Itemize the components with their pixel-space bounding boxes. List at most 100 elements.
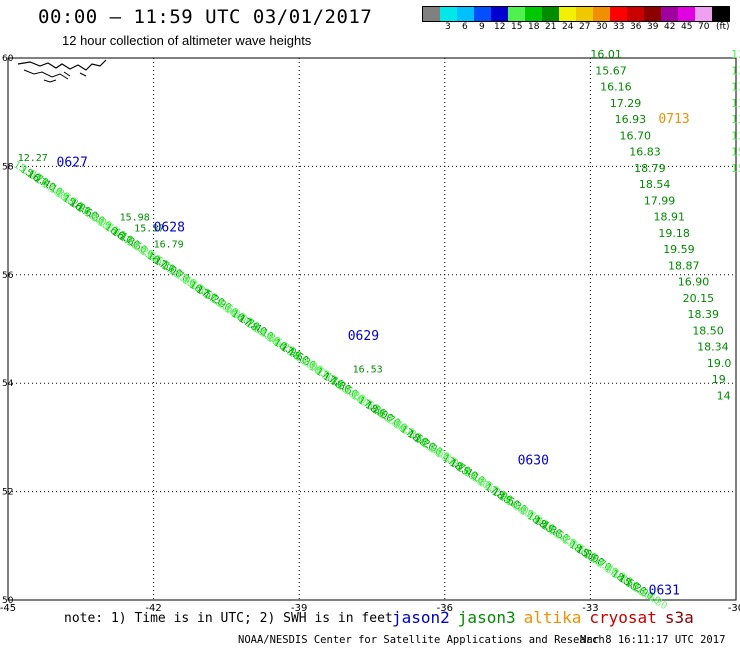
axis-ticks: -45 -42 -39 -36 -33 -30 60 58 56 54 52 50 xyxy=(0,54,740,614)
swh-value: 16.79 xyxy=(154,240,184,251)
lon-tick-label: -33 xyxy=(582,603,598,614)
legend-label: 3 xyxy=(445,22,451,32)
credit-line: NOAA/NESDIS Center for Satellite Applica… xyxy=(238,634,605,646)
time-label: 0713 xyxy=(658,112,689,127)
map-frame xyxy=(7,57,737,601)
swh-value: 13 xyxy=(731,113,740,126)
lat-tick-label: 50 xyxy=(2,596,14,606)
swh-value: 20.15 xyxy=(683,292,715,305)
footer-note: note: 1) Time is in UTC; 2) SWH is in fe… xyxy=(64,611,393,626)
swh-value: 18.87 xyxy=(668,259,700,272)
legend-unit: (ft) xyxy=(716,22,730,32)
swh-value: 18.54 xyxy=(639,178,671,191)
legend-label: 21 xyxy=(545,22,557,32)
map-title: 00:00 – 11:59 UTC 03/01/2017 xyxy=(38,6,373,28)
time-label: 0630 xyxy=(518,454,549,469)
map-subtitle: 12 hour collection of altimeter wave hei… xyxy=(62,33,312,48)
satellite-legend: jason2 jason3 altika cryosat s3a xyxy=(392,608,702,627)
satellite-jason3: jason3 xyxy=(457,608,516,627)
swh-value: 18.91 xyxy=(653,211,685,224)
legend-swatch xyxy=(695,7,712,21)
lon-tick-label: -42 xyxy=(145,603,161,614)
greenland-coast xyxy=(23,69,69,80)
swh-value: 16.53 xyxy=(353,364,383,375)
satellite-cryosat: cryosat xyxy=(589,608,657,627)
swh-value: 13.9 xyxy=(731,48,740,61)
legend-label: 45 xyxy=(681,22,693,32)
legend-swatch xyxy=(542,7,559,21)
legend-label: 36 xyxy=(630,22,642,32)
legend-label: 42 xyxy=(664,22,676,32)
legend-label: 9 xyxy=(479,22,485,32)
swh-value: 16.70 xyxy=(620,129,652,142)
swh-value: 13 xyxy=(731,129,740,142)
satellite-altika: altika xyxy=(523,608,582,627)
swh-value: 18.79 xyxy=(634,162,666,175)
legend-label: 12 xyxy=(494,22,506,32)
swh-value: 15.57 xyxy=(134,223,164,234)
legend-label: 15 xyxy=(511,22,523,32)
swh-value: 12.27 xyxy=(18,153,48,164)
greenland-coast xyxy=(17,59,107,71)
lat-tick-label: 60 xyxy=(2,54,14,64)
swh-value: 13. xyxy=(731,81,740,94)
swh-value: 17.99 xyxy=(644,194,676,207)
legend-swatch xyxy=(491,7,508,21)
swh-value: 18.34 xyxy=(697,341,729,354)
swh-value: 18.39 xyxy=(687,308,719,321)
legend-swatch xyxy=(423,7,440,21)
swh-value: 16.16 xyxy=(600,81,632,94)
graticule xyxy=(7,57,737,601)
time-label: 0627 xyxy=(57,155,88,170)
swh-value: 17.29 xyxy=(610,97,642,110)
color-legend xyxy=(422,6,730,22)
legend-label: 24 xyxy=(562,22,574,32)
legend-label: 27 xyxy=(579,22,591,32)
greenland-coast xyxy=(43,71,87,83)
legend-label: 18 xyxy=(528,22,540,32)
swh-value: 13. xyxy=(731,64,740,77)
swh-value: 14 xyxy=(717,389,731,402)
legend-swatch xyxy=(457,7,474,21)
swh-value: 15.98 xyxy=(120,213,150,224)
legend-swatch xyxy=(661,7,678,21)
swh-value: 16.83 xyxy=(629,146,661,159)
legend-swatch xyxy=(593,7,610,21)
legend-label: 39 xyxy=(647,22,659,32)
legend-swatch xyxy=(474,7,491,21)
swh-value: 19.18 xyxy=(658,227,690,240)
legend-swatch xyxy=(559,7,576,21)
legend-swatch xyxy=(712,7,729,21)
time-label: 0629 xyxy=(348,329,379,344)
swh-value: 13. xyxy=(731,97,740,110)
coastline xyxy=(17,59,107,83)
legend-swatch xyxy=(627,7,644,21)
satellite-s3a: s3a xyxy=(664,608,694,627)
lat-tick-label: 58 xyxy=(2,162,14,172)
legend-label: 70 xyxy=(698,22,710,32)
credit-date: Mar 8 16:11:17 UTC 2017 xyxy=(580,634,726,646)
legend-swatch xyxy=(610,7,627,21)
swh-value: 16.90 xyxy=(678,276,710,289)
lat-tick-label: 56 xyxy=(2,271,14,281)
legend-label: 6 xyxy=(462,22,468,32)
lat-tick-label: 54 xyxy=(2,379,14,389)
legend-label: 33 xyxy=(613,22,625,32)
time-labels: 0627 0628 0629 0630 0631 0713 xyxy=(57,112,690,599)
time-label: 0631 xyxy=(649,584,680,599)
satellite-jason2: jason2 xyxy=(392,608,450,627)
color-legend-labels: 3 6 9 12 15 18 21 24 27 30 33 36 39 42 45 70 (ft) xyxy=(422,22,740,34)
swh-value: 16.01 xyxy=(590,48,622,61)
swh-value: 19 xyxy=(712,373,726,386)
lon-tick-label: -30 xyxy=(728,603,740,614)
legend-swatch xyxy=(525,7,542,21)
lon-tick-label: -45 xyxy=(0,603,16,614)
legend-swatch xyxy=(440,7,457,21)
swh-value: 15 xyxy=(731,146,740,159)
swh-value: 16.93 xyxy=(615,113,647,126)
swh-value: 15 xyxy=(731,162,740,175)
lat-tick-label: 52 xyxy=(2,488,13,498)
legend-swatch xyxy=(644,7,661,21)
swh-value: 18.50 xyxy=(692,324,724,337)
